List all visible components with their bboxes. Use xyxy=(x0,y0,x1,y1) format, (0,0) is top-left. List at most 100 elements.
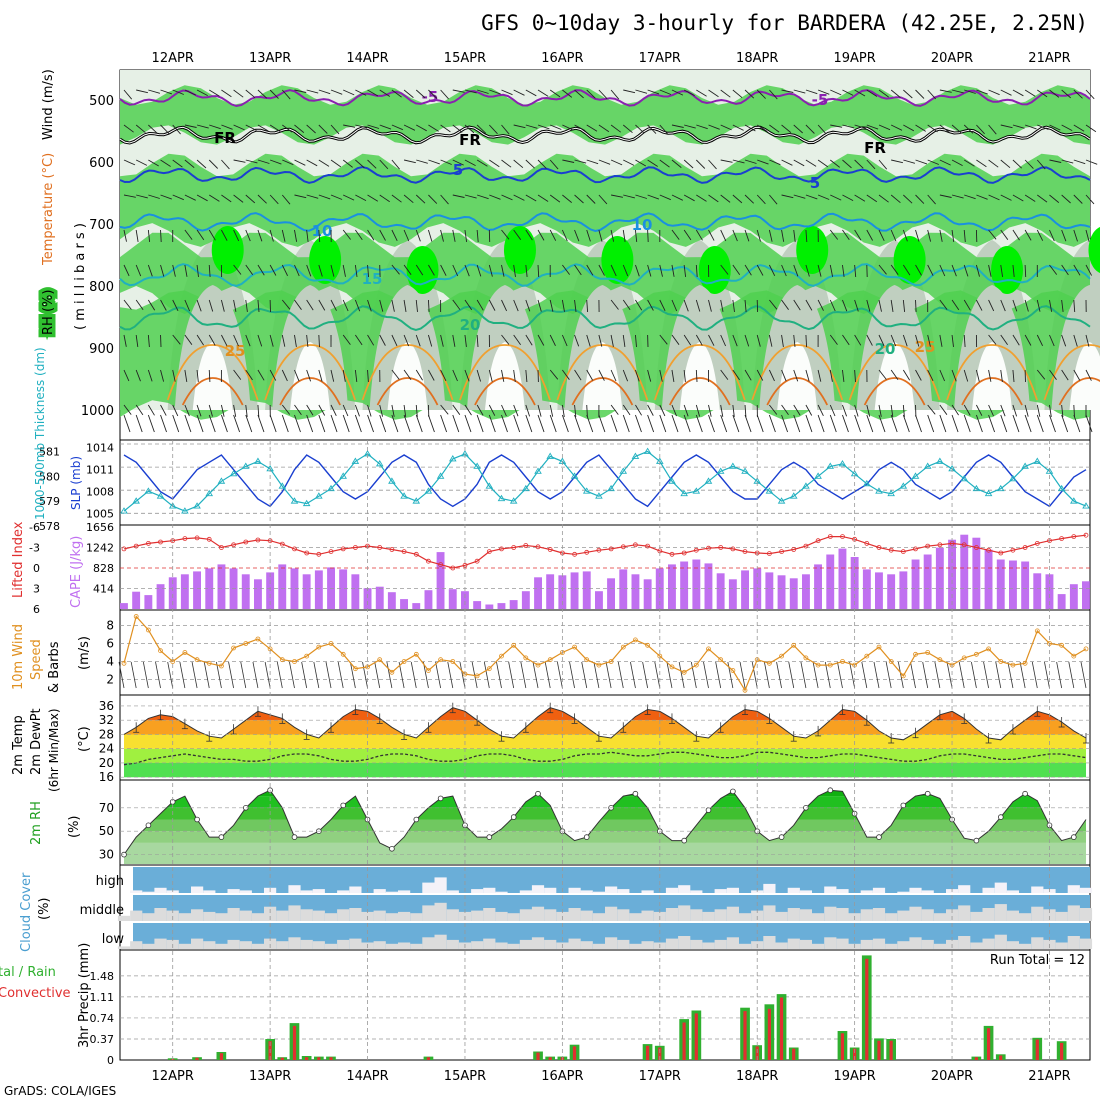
precip-run-total: Run Total = 12 xyxy=(990,953,1085,968)
surface-barb xyxy=(221,415,227,432)
cape-bar xyxy=(364,588,372,609)
wind-barb xyxy=(916,300,917,312)
rh-point xyxy=(706,808,711,813)
cloud-clear-bar xyxy=(922,940,934,949)
cape-bar xyxy=(181,574,189,609)
cape-bar xyxy=(242,574,250,609)
surface-barb xyxy=(562,415,568,432)
cloud-clear-bar xyxy=(629,913,641,921)
temp-tick: 16 xyxy=(99,770,114,784)
cloud-clear-bar xyxy=(191,909,203,921)
cloud-clear-bar xyxy=(617,909,629,921)
precip-conv-bar xyxy=(975,1057,978,1060)
cape-bar xyxy=(729,579,737,609)
surface-barb xyxy=(672,415,678,432)
cloud-clear-bar xyxy=(313,889,325,893)
temp-bands xyxy=(120,695,1090,777)
cape-bar xyxy=(1070,584,1078,609)
date-label-bottom: 20APR xyxy=(931,1069,973,1084)
cape-bar xyxy=(534,577,542,609)
cloud-clear-bar xyxy=(690,890,702,893)
cloud-clear-bar xyxy=(983,939,995,949)
cloud-clear-bar xyxy=(386,944,398,949)
surface-barb xyxy=(550,415,556,432)
cape-bar xyxy=(924,555,932,610)
wind10-barb xyxy=(509,662,514,688)
cloud-clear-bar xyxy=(995,935,1007,949)
rh-band xyxy=(120,808,1090,820)
cloud-clear-bar xyxy=(861,909,873,921)
cloud-clear-bar xyxy=(958,885,970,893)
cloud-clear-bar xyxy=(909,937,921,949)
date-label-bottom: 16APR xyxy=(541,1069,583,1084)
wind10-barb xyxy=(423,662,428,688)
date-label-bottom: 12APR xyxy=(152,1069,194,1084)
cloud-clear-bar xyxy=(1068,936,1080,949)
temp-ylabel-c: (6hr Min/Max) xyxy=(47,709,61,793)
cloud-clear-bar xyxy=(142,944,154,949)
rh-point xyxy=(487,835,492,840)
wind10-barb xyxy=(825,662,830,688)
cloud-clear-bar xyxy=(836,889,848,893)
date-label-top: 18APR xyxy=(736,51,778,66)
cloud-clear-bar xyxy=(1056,912,1068,921)
cloud-clear-bar xyxy=(739,944,751,949)
wind10-barb xyxy=(862,662,867,688)
contour-label: FR xyxy=(214,129,236,147)
cape-bar xyxy=(644,579,652,609)
cloud-clear-bar xyxy=(374,941,386,949)
contour-label: 10 xyxy=(632,216,653,234)
rh-saturated-cell xyxy=(699,246,731,294)
wind10-barb xyxy=(229,662,234,688)
rh-saturated-cell xyxy=(309,236,341,284)
surface-barb xyxy=(769,415,775,432)
cloud-clear-bar xyxy=(763,884,775,893)
cloud-clear-bar xyxy=(800,909,812,921)
cape-ylabel-right: CAPE (J/kg) xyxy=(69,536,84,608)
surface-barb xyxy=(136,415,142,432)
precip-tick: 1.48 xyxy=(90,970,115,983)
temp-band xyxy=(120,749,1090,763)
wind-ylabel-unit: (m/s) xyxy=(77,636,92,670)
cape-bar xyxy=(339,569,347,609)
wind10-barb xyxy=(241,662,246,688)
wind10-tick: 6 xyxy=(106,637,114,651)
cloud-clear-bar xyxy=(240,911,252,921)
cape-bar xyxy=(705,563,713,609)
cloud-clear-bar xyxy=(727,907,739,921)
footer-credit: GrADS: COLA/IGES xyxy=(4,1084,116,1098)
upper-ylabel-rh: RH (%) xyxy=(41,290,56,335)
wind10-barb xyxy=(131,662,136,688)
wind10-barb xyxy=(594,662,599,688)
cloud-clear-bar xyxy=(788,939,800,949)
precip-conv-bar xyxy=(683,1023,686,1061)
precip-conv-bar xyxy=(220,1053,223,1060)
cloud-clear-bar xyxy=(934,913,946,921)
cape-bar xyxy=(595,591,603,609)
cape-bar xyxy=(887,574,895,609)
cloud-clear-bar xyxy=(447,890,459,893)
wind10-barb xyxy=(679,662,684,688)
rh-band xyxy=(120,831,1090,843)
surface-barb xyxy=(806,415,812,432)
rh-point xyxy=(390,846,395,851)
cloud-clear-bar xyxy=(520,909,532,921)
cloud-clear-bar xyxy=(544,909,556,921)
wind10-barb xyxy=(1069,662,1074,688)
surface-barb xyxy=(161,415,167,432)
surface-barb xyxy=(940,415,946,432)
rh-point xyxy=(682,838,687,843)
cloud-clear-bar xyxy=(532,937,544,949)
cloud-clear-bar xyxy=(702,912,714,921)
cloud-clear-bar xyxy=(690,909,702,921)
cloud-clear-bar xyxy=(483,908,495,921)
rh-point xyxy=(414,817,419,822)
cloud-clear-bar xyxy=(581,941,593,949)
cape-bar xyxy=(254,579,262,609)
wind10-barb xyxy=(156,662,161,688)
wind10-barb xyxy=(363,662,368,688)
cloud-clear-bar xyxy=(130,911,142,921)
cloud-clear-bar xyxy=(593,913,605,921)
lifted-tick: 3 xyxy=(33,583,40,596)
cloud-clear-bar xyxy=(215,944,227,949)
